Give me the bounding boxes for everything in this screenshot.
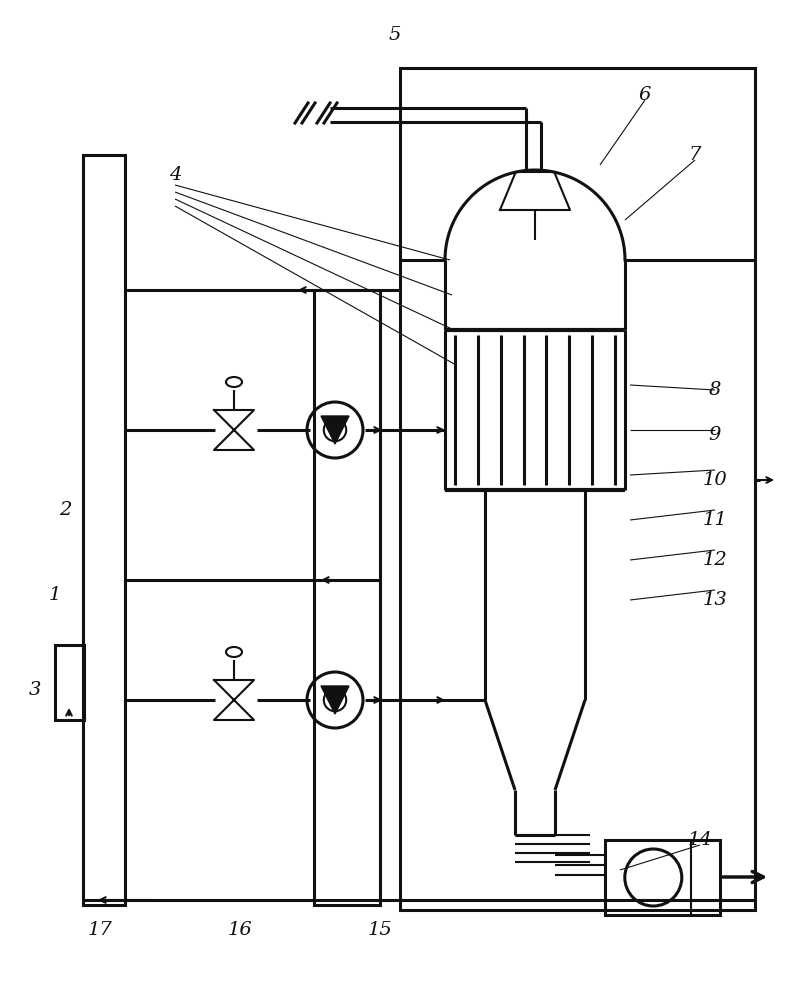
Text: 15: 15 xyxy=(368,921,392,939)
Polygon shape xyxy=(321,416,349,444)
Text: 11: 11 xyxy=(702,511,727,529)
Bar xyxy=(605,840,720,915)
Text: 13: 13 xyxy=(702,591,727,609)
Text: 7: 7 xyxy=(689,146,701,164)
Polygon shape xyxy=(321,686,349,714)
Text: 12: 12 xyxy=(702,551,727,569)
Bar xyxy=(400,68,755,910)
Text: 10: 10 xyxy=(702,471,727,489)
Bar xyxy=(55,645,84,720)
Text: 8: 8 xyxy=(709,381,721,399)
Text: 3: 3 xyxy=(29,681,41,699)
Text: 5: 5 xyxy=(389,26,401,44)
Text: 9: 9 xyxy=(709,426,721,444)
Text: 6: 6 xyxy=(639,86,651,104)
Text: 2: 2 xyxy=(59,501,71,519)
Bar xyxy=(314,290,380,905)
Text: 17: 17 xyxy=(88,921,112,939)
Bar xyxy=(83,155,125,905)
Text: 16: 16 xyxy=(228,921,252,939)
Text: 1: 1 xyxy=(49,586,61,604)
Text: 14: 14 xyxy=(688,831,712,849)
Text: 4: 4 xyxy=(169,166,181,184)
